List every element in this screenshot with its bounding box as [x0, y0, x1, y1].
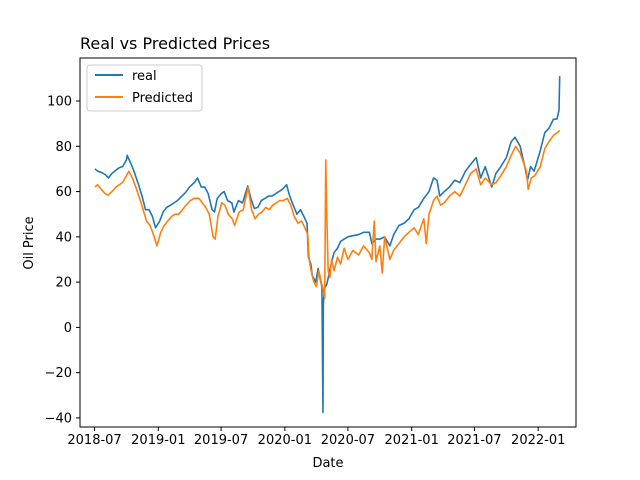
y-tick-label: 60 — [55, 185, 72, 200]
x-tick-label: 2021-07 — [447, 433, 501, 448]
y-tick-label: 80 — [55, 140, 72, 155]
x-axis: 2018-07 2019-01 2019-07 2020-01 2020-07 2021-… — [67, 427, 565, 448]
legend-box — [86, 64, 203, 112]
y-tick-label: 40 — [55, 230, 72, 245]
y-tick-label: 100 — [47, 95, 72, 110]
x-tick-label: 2019-01 — [131, 433, 185, 448]
x-tick-label: 2019-07 — [194, 433, 248, 448]
chart-title: Real vs Predicted Prices — [80, 34, 270, 53]
y-tick-label: 20 — [55, 276, 72, 291]
y-tick-label: 0 — [64, 321, 72, 336]
x-tick-label: 2021-01 — [385, 433, 439, 448]
x-axis-title: Date — [312, 456, 343, 471]
legend: real Predicted — [86, 64, 203, 112]
x-tick-label: 2018-07 — [67, 433, 121, 448]
x-tick-label: 2022-01 — [511, 433, 565, 448]
x-tick-label: 2020-01 — [258, 433, 312, 448]
plot-frame — [79, 57, 577, 428]
legend-label-real: real — [132, 69, 157, 84]
y-tick-label: −20 — [45, 366, 72, 381]
legend-label-predicted: Predicted — [132, 91, 193, 106]
y-tick-label: −40 — [45, 411, 72, 426]
series-layer — [94, 76, 561, 414]
y-axis: −40 −20 0 20 40 60 80 100 — [45, 95, 80, 426]
y-axis-title: Oil Price — [22, 216, 37, 269]
x-tick-label: 2020-07 — [321, 433, 375, 448]
series-line-predicted — [94, 129, 561, 299]
